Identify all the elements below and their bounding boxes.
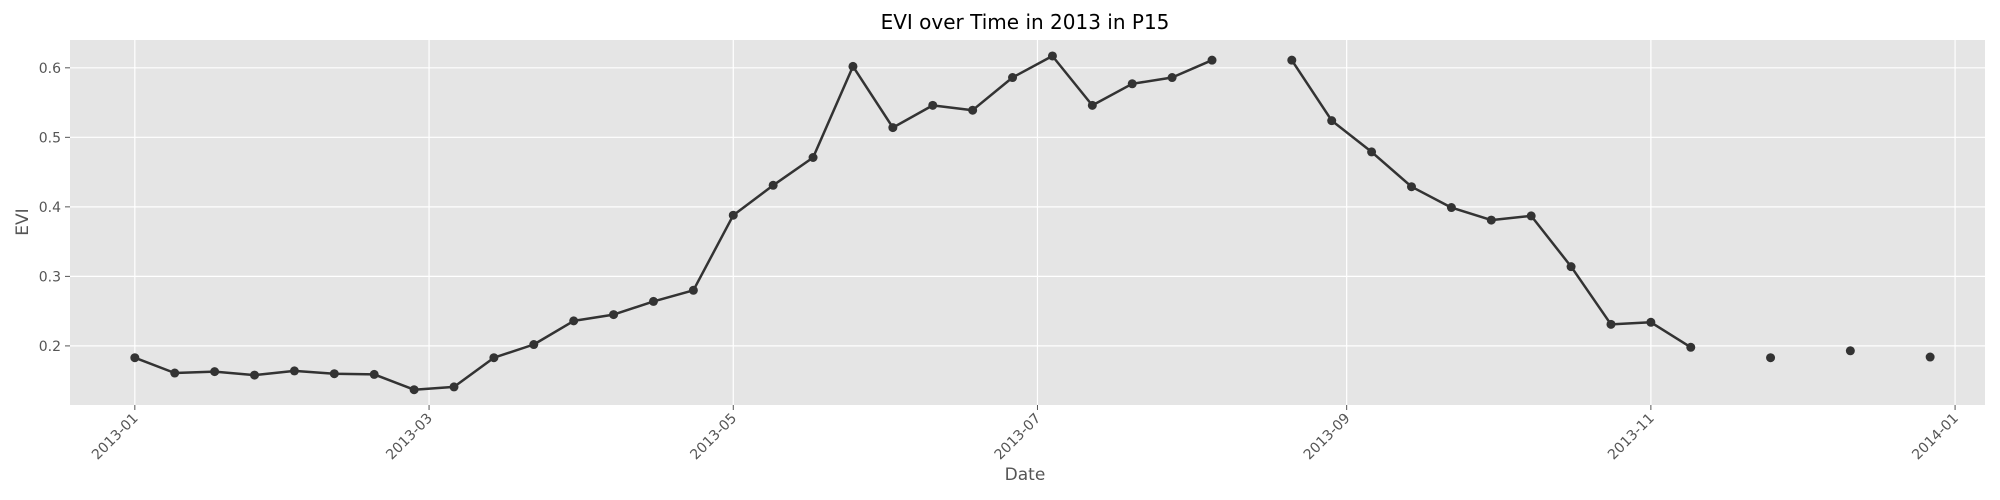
data-point [369,369,379,379]
data-point [1845,346,1855,356]
data-point [1526,211,1536,221]
data-point [888,123,898,133]
data-point [609,310,619,320]
data-point [1766,353,1776,363]
data-point [1486,215,1496,225]
data-point [1327,116,1337,126]
data-point [1686,342,1696,352]
x-axis-label: Date [1005,465,1046,485]
data-point [648,296,658,306]
y-tick-label: 0.3 [39,269,61,285]
data-point [449,382,459,392]
y-axis-label: EVI [13,208,33,235]
plot-area [70,40,1985,405]
x-tick-label: 2013-09 [1301,411,1354,464]
data-point [1406,182,1416,192]
x-tick-label: 2013-03 [383,411,436,464]
data-point [529,340,539,350]
data-point [250,370,260,380]
data-point [1087,100,1097,110]
x-tick-label: 2013-07 [992,411,1045,464]
x-tick-label: 2014-01 [1909,411,1962,464]
data-point [1646,317,1656,327]
data-point [210,367,220,377]
data-point [1925,352,1935,362]
data-point [968,105,978,115]
data-point [569,316,579,326]
data-point [289,366,299,376]
data-point [489,353,499,363]
data-point [1566,262,1576,272]
data-point [1207,55,1217,65]
data-points [130,51,1935,395]
y-tick-label: 0.2 [39,339,61,355]
data-point [728,210,738,220]
data-point [1047,51,1057,61]
y-tick-label: 0.4 [39,200,61,216]
data-point [1367,147,1377,157]
data-point [409,385,419,395]
x-axis-ticks: 2013-01 2013-03 2013-05 2013-07 2013-09 2013-… [89,405,1962,463]
x-tick-label: 2013-05 [687,411,740,464]
y-axis-ticks: 0.2 0.3 0.4 0.5 0.6 [39,61,70,355]
data-point [1606,319,1616,329]
data-point [808,152,818,162]
data-point [130,353,140,363]
data-point [1287,55,1297,65]
data-point [928,100,938,110]
x-tick-label: 2013-01 [89,411,142,464]
data-point [1127,79,1137,89]
data-point [1446,203,1456,213]
grid-lines [70,40,1985,405]
data-point [1008,73,1018,83]
y-tick-label: 0.5 [39,130,61,146]
data-point [768,180,778,190]
data-point [1167,73,1177,83]
data-point [848,61,858,71]
chart-title: EVI over Time in 2013 in P15 [881,10,1170,34]
y-tick-label: 0.6 [39,61,61,77]
data-point [170,368,180,378]
x-tick-label: 2013-11 [1605,411,1658,464]
data-point [688,285,698,295]
data-point [329,369,339,379]
